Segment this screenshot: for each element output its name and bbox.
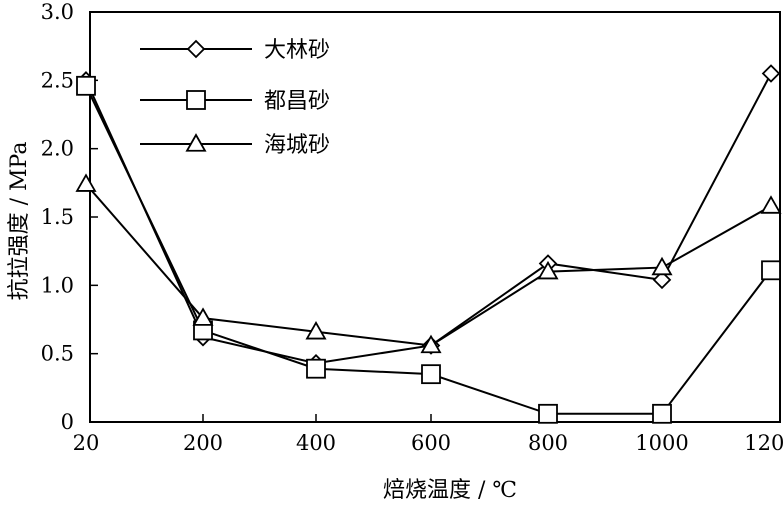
data-point <box>420 334 442 354</box>
y-tick-label: 3.0 <box>41 0 74 24</box>
x-tick-label: 800 <box>528 431 568 455</box>
x-tick-label: 600 <box>411 431 451 455</box>
legend-label: 都昌砂 <box>264 89 330 114</box>
series-triangle <box>75 173 782 354</box>
series-square <box>76 75 781 424</box>
y-tick-label: 2.5 <box>41 68 74 92</box>
legend-marker <box>185 133 207 152</box>
plot-frame <box>89 11 781 423</box>
y-tick-label: 1.0 <box>41 273 74 297</box>
legend-label: 大林砂 <box>264 38 330 63</box>
data-point <box>75 173 97 192</box>
y-tick-label: 2.0 <box>41 137 74 161</box>
data-point <box>306 358 326 379</box>
legend-marker <box>186 90 206 110</box>
x-tick-label: 1000 <box>635 431 688 455</box>
series-layer <box>75 64 782 424</box>
legend-label: 海城砂 <box>264 133 330 158</box>
x-axis-title: 焙烧温度 / ℃ <box>383 478 517 503</box>
y-tick-label: 0 <box>61 410 74 434</box>
y-axis-title: 抗拉强度 / MPa <box>7 142 32 301</box>
legend-marker <box>186 39 206 59</box>
data-point <box>305 320 327 340</box>
y-tick-label: 1.5 <box>41 205 74 229</box>
y-tick-label: 0.5 <box>41 342 74 366</box>
data-point <box>761 64 781 83</box>
x-tick-label: 200 <box>183 431 223 455</box>
data-point <box>192 307 214 326</box>
data-point <box>651 256 673 276</box>
data-point <box>537 260 559 280</box>
data-point <box>538 403 558 424</box>
data-point <box>421 364 441 385</box>
data-point <box>652 403 672 424</box>
data-point <box>652 270 672 290</box>
series-line <box>85 183 772 347</box>
data-point <box>76 75 96 96</box>
series-diamond <box>76 64 781 373</box>
data-point <box>761 260 781 281</box>
x-tick-label: 20 <box>73 431 100 455</box>
x-tick-label: 400 <box>296 431 336 455</box>
series-line <box>85 73 772 365</box>
data-point <box>760 195 782 214</box>
